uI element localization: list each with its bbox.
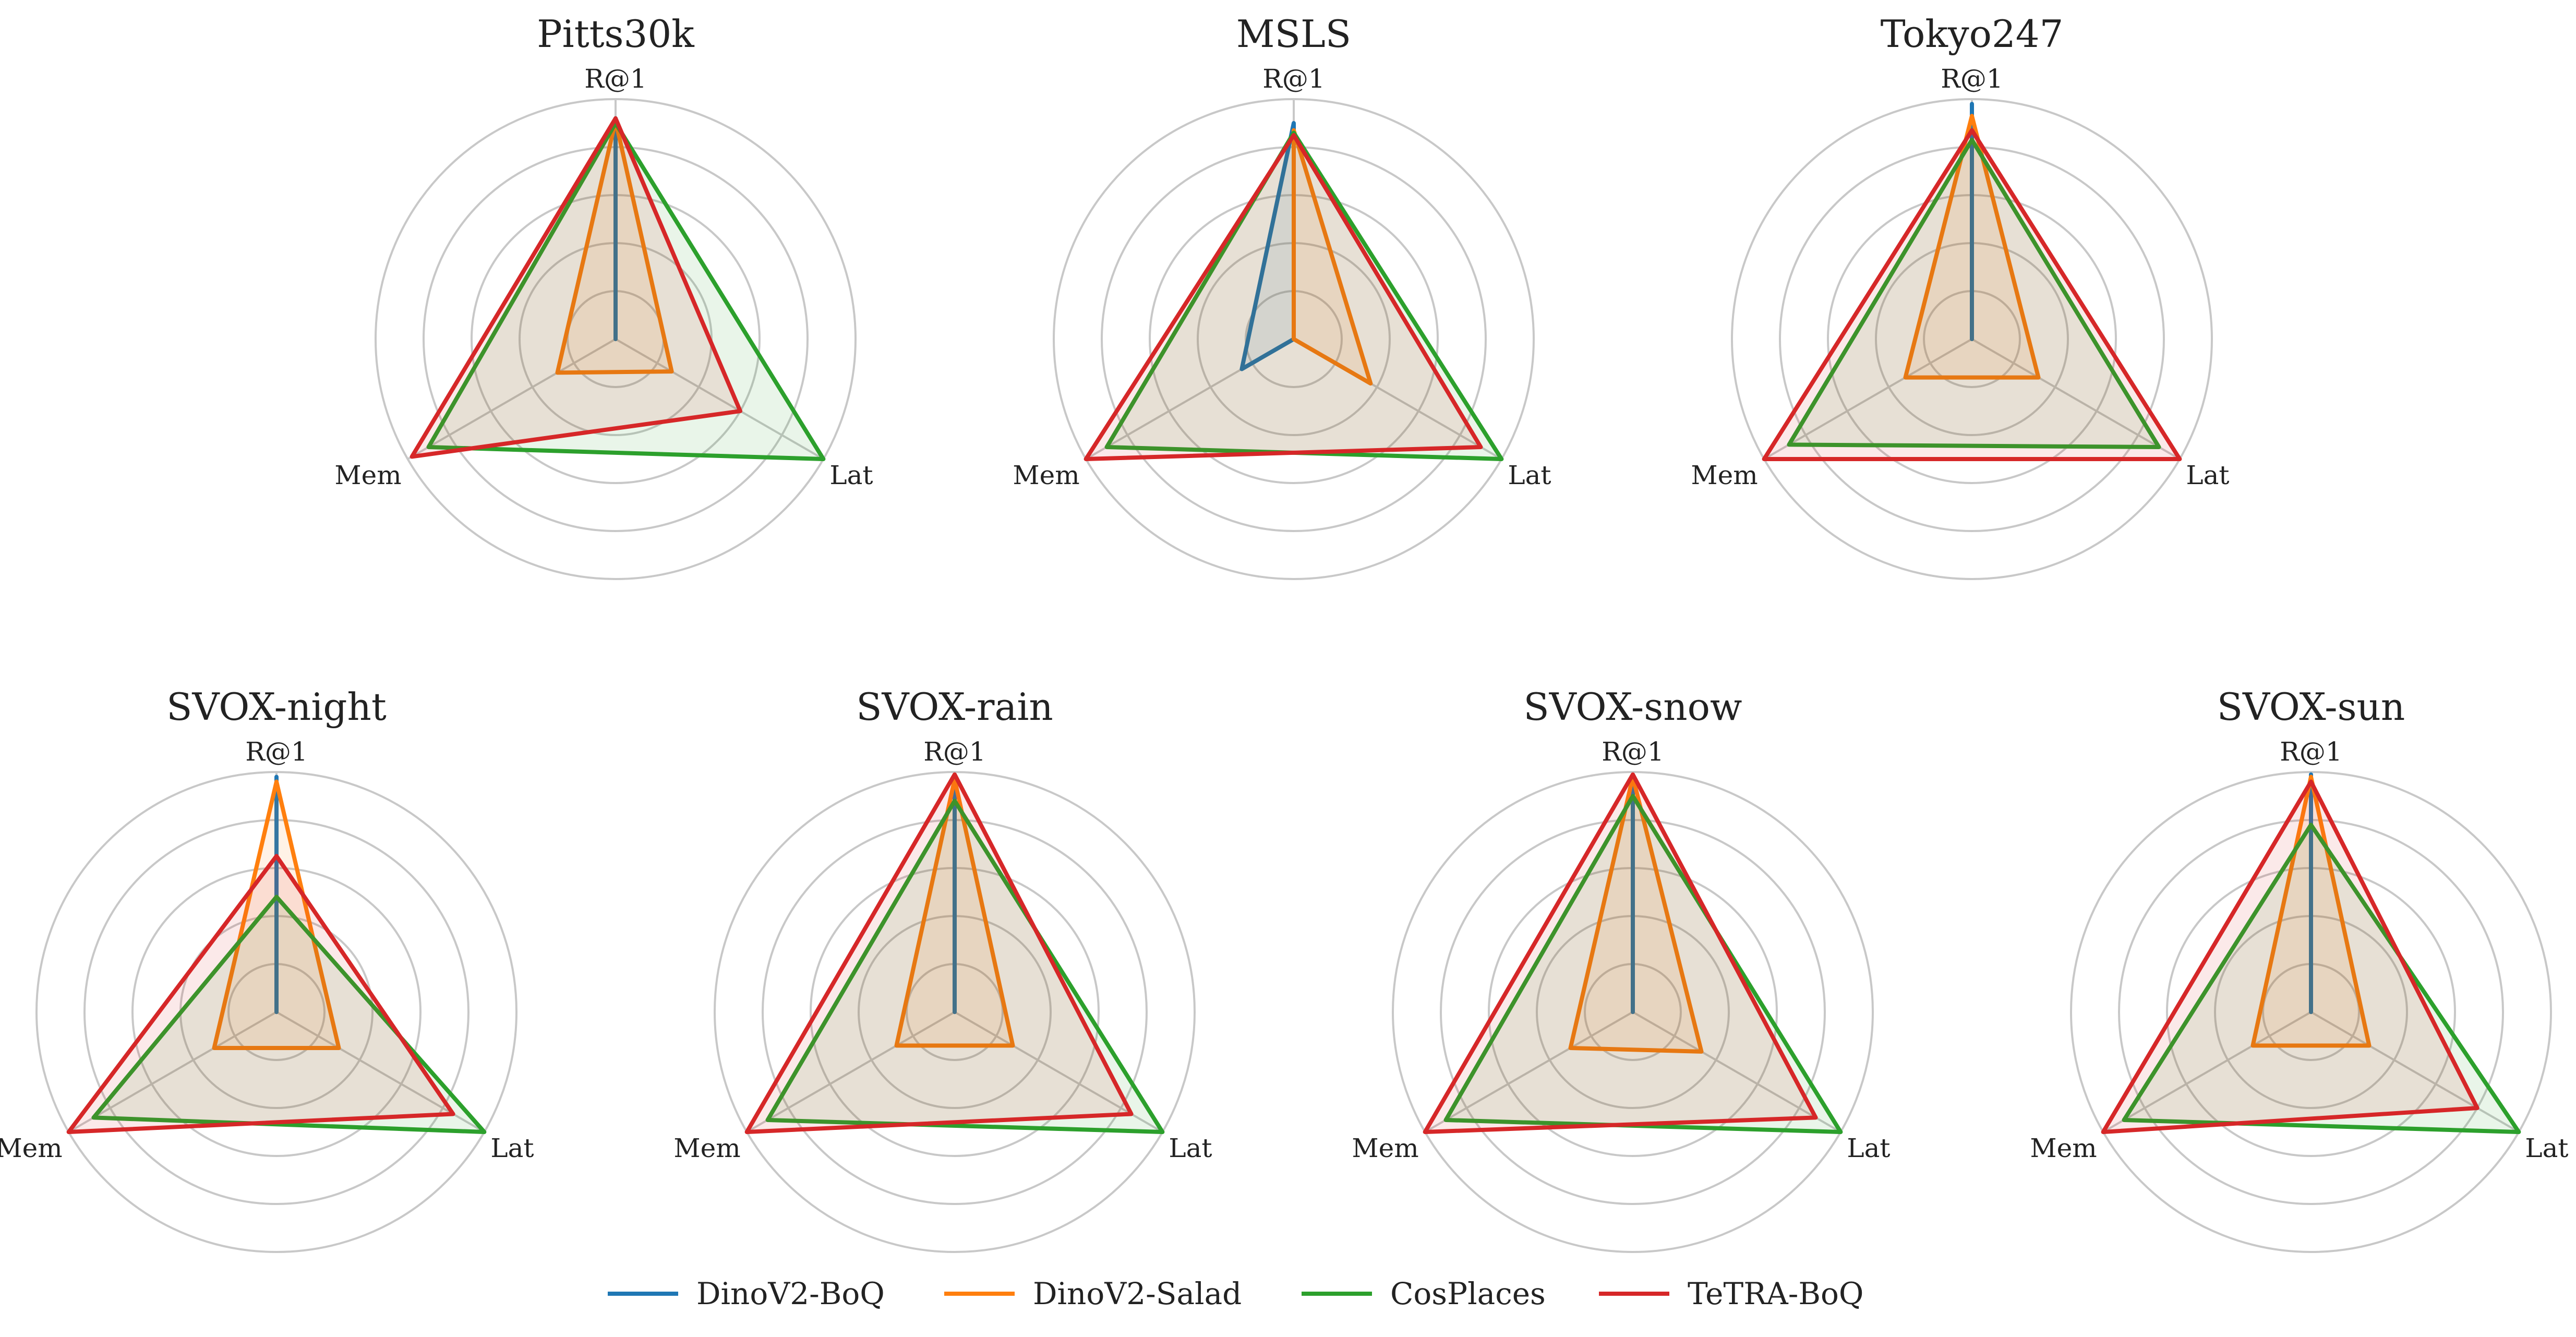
series-fill-cosplaces [93,897,485,1132]
series-line-tetra-boq [2101,779,2479,1134]
series-line-cosplaces [2122,823,2521,1134]
axis-label-lat: Lat [2186,460,2229,490]
radar-panel-svox-rain: R@1 Lat Mem SVOX-rain [673,685,1212,1253]
grid-spoke [1632,1011,1841,1133]
legend-label: TeTRA-BoQ [1688,1276,1863,1311]
chart-title: SVOX-sun [2217,685,2405,729]
grid-spoke [2310,1011,2520,1133]
radar-panel-msls: R@1 Lat Mem MSLS [1013,12,1551,580]
axis-label-mem: Mem [334,460,401,490]
axis-label-r-1: R@1 [1941,64,2003,94]
series-fill-dinov2-salad [1570,777,1702,1052]
series-line-dinov2-salad [1568,775,1704,1054]
axis-label-mem: Mem [1352,1133,1418,1163]
series-fill-tetra-boq [68,856,453,1132]
series-fill-cosplaces [767,801,1163,1132]
radar-panel-svox-sun: R@1 Lat Mem SVOX-sun [2030,685,2568,1253]
series-fill-tetra-boq [412,118,740,457]
series-line-cosplaces [426,121,826,461]
series-line-tetra-boq [1762,128,2182,461]
axis-label-r-1: R@1 [584,64,646,94]
grid-spoke [2102,1011,2312,1133]
chart-title: SVOX-night [166,685,387,729]
axis-label-lat: Lat [2525,1133,2568,1163]
series-line-cosplaces [1787,138,2161,449]
series-fill-cosplaces [1789,140,2159,447]
series-fill-cosplaces [1106,133,1502,459]
axis-label-r-1: R@1 [245,737,307,767]
series-fill-tetra-boq [1086,135,1481,459]
legend-label: DinoV2-BoQ [696,1276,885,1311]
axis-label-r-1: R@1 [1262,64,1325,94]
axis-label-r-1: R@1 [923,737,985,767]
axis-label-r-1: R@1 [2280,737,2342,767]
series-line-cosplaces [91,895,487,1134]
series-line-dinov2-salad [894,777,1015,1048]
axis-label-lat: Lat [1508,460,1551,490]
axis-label-lat: Lat [1847,1133,1890,1163]
series-line-tetra-boq [1084,133,1483,461]
axis-label-mem: Mem [673,1133,740,1163]
axis-label-mem: Mem [1691,460,1758,490]
grid-spoke [68,1011,277,1133]
chart-title: Tokyo247 [1881,12,2064,56]
series-fill-tetra-boq [1425,774,1816,1132]
series-fill-dinov2-salad [214,781,339,1048]
chart-title: MSLS [1236,12,1351,56]
axis-label-lat: Lat [490,1133,534,1163]
axis-label-mem: Mem [1013,460,1079,490]
series-fill-dinov2-salad [896,779,1013,1046]
axis-label-mem: Mem [2030,1133,2097,1163]
grid-spoke [615,338,824,460]
axis-label-lat: Lat [1169,1133,1212,1163]
series-line-tetra-boq [1423,772,1818,1134]
grid-spoke [1763,338,1973,460]
radar-panel-svox-snow: R@1 Lat Mem SVOX-snow [1352,685,1890,1253]
radar-panels: R@1 Lat Mem Pitts30k R@1 Lat Mem MSLS R@1 Lat Mem T… [0,12,2568,1253]
series-fill-dinov2-salad [557,121,672,373]
series-line-tetra-boq [410,116,742,459]
grid-spoke [1971,338,2181,460]
grid-spoke [407,338,616,460]
series-line-cosplaces [765,799,1165,1134]
series-line-dinov2-salad [2250,775,2372,1048]
legend: DinoV2-BoQ DinoV2-Salad CosPlaces TeTRA-BoQ [608,1276,1863,1311]
legend-label: CosPlaces [1390,1276,1546,1311]
legend-item-dinov2-salad: DinoV2-Salad [944,1276,1242,1311]
series-line-dinov2-salad [1292,128,1373,386]
series-line-dinov2-salad [1903,114,2041,380]
series-line-tetra-boq [744,772,1134,1134]
legend-item-tetra-boq: TeTRA-BoQ [1599,1276,1863,1311]
radar-panel-svox-night: R@1 Lat Mem SVOX-night [0,685,534,1253]
legend-label: DinoV2-Salad [1033,1276,1242,1311]
chart-title: SVOX-snow [1523,685,1742,729]
series-fill-cosplaces [1446,796,1841,1132]
series-fill-tetra-boq [1764,130,2180,460]
grid-spoke [746,1011,955,1133]
chart-title: Pitts30k [537,12,695,56]
grid-spoke [954,1011,1163,1133]
legend-item-cosplaces: CosPlaces [1302,1276,1546,1311]
axis-label-mem: Mem [0,1133,63,1163]
radar-panel-pitts30k: R@1 Lat Mem Pitts30k [334,12,873,580]
chart-title: SVOX-rain [856,685,1053,729]
series-fill-cosplaces [2124,825,2519,1132]
grid-spoke [1424,1011,1634,1133]
series-fill-dinov2-salad [1905,116,2039,378]
series-fill-tetra-boq [747,774,1131,1132]
axis-label-lat: Lat [829,460,873,490]
series-line-dinov2-salad [212,779,341,1050]
series-fill-dinov2-salad [2253,777,2369,1046]
series-line-tetra-boq [66,854,455,1134]
radar-panel-tokyo247: R@1 Lat Mem Tokyo247 [1691,12,2229,580]
axis-label-r-1: R@1 [1602,737,1664,767]
series-fill-tetra-boq [2103,781,2477,1132]
legend-item-dinov2-boq: DinoV2-BoQ [608,1276,885,1311]
series-line-dinov2-salad [555,118,674,375]
